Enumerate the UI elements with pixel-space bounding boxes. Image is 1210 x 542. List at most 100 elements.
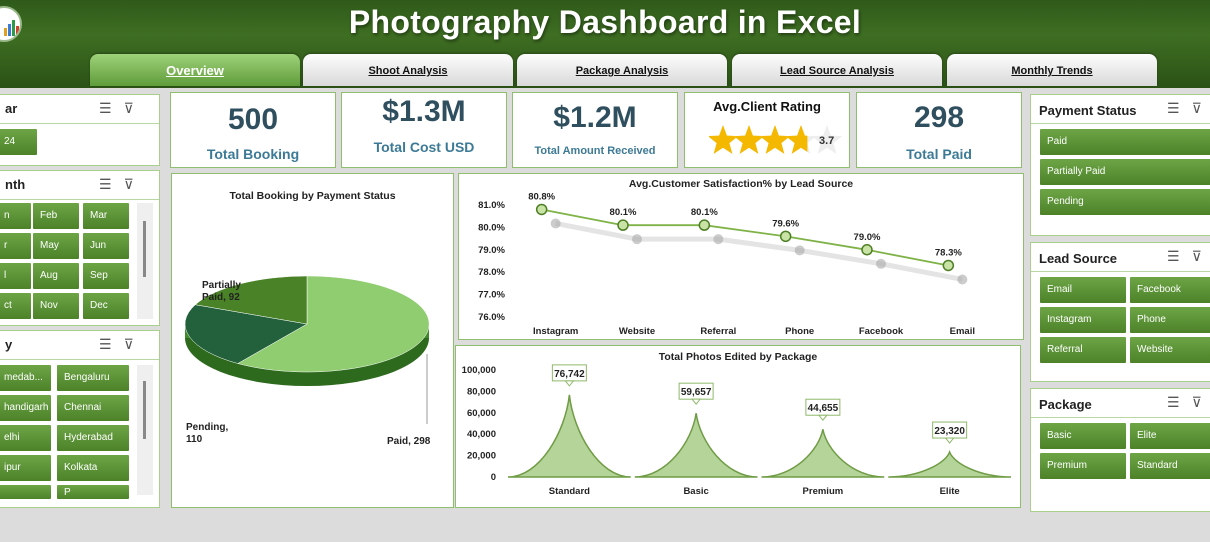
- data-label-pointer: [944, 437, 955, 444]
- x-tick-label: Premium: [803, 486, 844, 497]
- area-chart: 100,000 80,000 60,000 40,000 20,000 0 76,742 St…: [462, 364, 1012, 497]
- data-point: [617, 219, 629, 231]
- slicer-item[interactable]: Aug: [33, 263, 79, 289]
- slicer-item[interactable]: Instagram: [1040, 307, 1126, 333]
- slicer-item[interactable]: Standard: [1130, 453, 1210, 479]
- slicer-item[interactable]: Referral: [1040, 337, 1126, 363]
- clear-filter-icon[interactable]: ⊽: [123, 336, 146, 352]
- chart-photos-edited-by-package: Total Photos Edited by Package 100,000 80…: [455, 345, 1021, 508]
- scrollbar[interactable]: [137, 203, 153, 319]
- slicer-item[interactable]: elhi: [0, 425, 51, 451]
- slicer-item[interactable]: Paid: [1040, 129, 1210, 155]
- multi-select-icon[interactable]: ☰: [99, 336, 124, 352]
- slicer-item[interactable]: Feb: [33, 203, 79, 229]
- slicer-item[interactable]: Bengaluru: [57, 365, 129, 391]
- marker-shadow: [713, 234, 724, 245]
- slicer-item[interactable]: Email: [1040, 277, 1126, 303]
- data-label: Paid, 298: [387, 436, 431, 447]
- data-point: [942, 259, 955, 272]
- chart-title: Avg.Customer Satisfaction% by Lead Sourc…: [628, 178, 854, 190]
- slicer-item[interactable]: Partially Paid: [1040, 159, 1210, 185]
- slicer-item[interactable]: Phone: [1130, 307, 1210, 333]
- slicer-item[interactable]: ipur: [0, 455, 51, 481]
- slicer-item[interactable]: medab...: [0, 365, 51, 391]
- slicer-month: nth ☰⊽ n Feb Mar r May Jun l Aug Sep ct …: [0, 170, 160, 326]
- clear-filter-icon[interactable]: ⊽: [123, 100, 146, 116]
- slicer-item[interactable]: Hyderabad: [57, 425, 129, 451]
- pie-slice: [194, 275, 308, 325]
- multi-select-icon[interactable]: ☰: [1167, 248, 1192, 264]
- multi-select-icon[interactable]: ☰: [99, 176, 124, 192]
- kpi-label: Total Cost USD: [373, 139, 475, 155]
- multi-select-icon[interactable]: ☰: [99, 100, 124, 116]
- kpi-avg-client-rating: Avg.Client Rating 3.7: [684, 92, 850, 168]
- clear-filter-icon[interactable]: ⊽: [1191, 394, 1210, 410]
- clear-filter-icon[interactable]: ⊽: [1191, 248, 1210, 264]
- slicer-item[interactable]: Premium: [1040, 453, 1126, 479]
- x-tick-label: Instagram: [533, 326, 578, 337]
- slicer-title: Package: [1039, 397, 1092, 412]
- marker-shadow: [632, 234, 642, 245]
- slicer-item[interactable]: 24: [0, 129, 37, 155]
- slicer-item[interactable]: Mar: [83, 203, 129, 229]
- slicer-item[interactable]: Kolkata: [57, 455, 129, 481]
- slicer-item[interactable]: Elite: [1130, 423, 1210, 449]
- slicer-item[interactable]: Chennai: [57, 395, 129, 421]
- tab-monthly-trends[interactable]: Monthly Trends: [947, 54, 1157, 86]
- data-label: Partially Paid, 92: [202, 280, 241, 303]
- kpi-label: Total Booking: [206, 146, 300, 162]
- slicer-item[interactable]: Nov: [33, 293, 79, 319]
- slicer-item[interactable]: P: [57, 485, 129, 499]
- slicer-title: nth: [5, 177, 26, 192]
- kpi-value: 500: [227, 103, 279, 136]
- slicer-item[interactable]: handigarh: [0, 395, 51, 421]
- slicer-title: Payment Status: [1039, 103, 1137, 118]
- clear-filter-icon[interactable]: ⊽: [1191, 100, 1210, 116]
- kpi-value: 298: [913, 101, 965, 134]
- slicer-item[interactable]: Dec: [83, 293, 129, 319]
- y-tick-label: 40,000: [467, 429, 496, 440]
- y-tick-label: 76.0%: [478, 312, 505, 323]
- star-icon: [733, 125, 765, 154]
- header-banner: Photography Dashboard in Excel Overview …: [0, 0, 1210, 88]
- x-tick-label: Standard: [549, 486, 590, 497]
- slicer-item[interactable]: ct: [0, 293, 31, 319]
- kpi-total-cost: $1.3M Total Cost USD: [341, 92, 507, 168]
- chart-booking-by-payment-status: Total Booking by Payment Status Paid, 29…: [171, 173, 454, 508]
- x-tick-label: Email: [950, 326, 975, 337]
- slicer-payment-status: Payment Status ☰⊽ Paid Partially Paid Pe…: [1030, 94, 1210, 236]
- slicer-item[interactable]: r: [0, 233, 31, 259]
- slicer-item[interactable]: Pending: [1040, 189, 1210, 215]
- slicer-item[interactable]: n: [0, 203, 31, 229]
- slicer-item[interactable]: Jun: [83, 233, 129, 259]
- y-tick-label: 80,000: [467, 386, 496, 397]
- slicer-package: Package ☰⊽ Basic Elite Premium Standard: [1030, 388, 1210, 512]
- multi-select-icon[interactable]: ☰: [1167, 100, 1192, 116]
- clear-filter-icon[interactable]: ⊽: [123, 176, 146, 192]
- star-icon: [811, 125, 843, 154]
- slicer-item[interactable]: Sep: [83, 263, 129, 289]
- x-tick-label: Phone: [785, 326, 814, 337]
- y-tick-label: 60,000: [467, 408, 496, 419]
- tab-lead-source-analysis[interactable]: Lead Source Analysis: [732, 54, 942, 86]
- slicer-item[interactable]: Website: [1130, 337, 1210, 363]
- kpi-total-booking: 500 Total Booking: [170, 92, 336, 168]
- star-icon: [709, 125, 739, 154]
- slicer-item[interactable]: l: [0, 263, 31, 289]
- y-tick-label: 81.0%: [478, 200, 505, 211]
- slicer-city: y ☰⊽ medab... Bengaluru handigarh Chenna…: [0, 330, 160, 508]
- scrollbar[interactable]: [137, 365, 153, 495]
- data-label: 80.1%: [610, 207, 637, 218]
- multi-select-icon[interactable]: ☰: [1167, 394, 1192, 410]
- chart-title: Total Booking by Payment Status: [229, 190, 396, 202]
- tab-package-analysis[interactable]: Package Analysis: [517, 54, 727, 86]
- slicer-item[interactable]: [0, 485, 51, 499]
- area-peak: [761, 429, 885, 478]
- tab-overview[interactable]: Overview: [90, 54, 300, 86]
- slicer-item[interactable]: May: [33, 233, 79, 259]
- chart-satisfaction-by-lead-source: Avg.Customer Satisfaction% by Lead Sourc…: [458, 173, 1024, 340]
- tab-shoot-analysis[interactable]: Shoot Analysis: [303, 54, 513, 86]
- slicer-item[interactable]: Facebook: [1130, 277, 1210, 303]
- x-tick-label: Referral: [700, 326, 736, 337]
- slicer-item[interactable]: Basic: [1040, 423, 1126, 449]
